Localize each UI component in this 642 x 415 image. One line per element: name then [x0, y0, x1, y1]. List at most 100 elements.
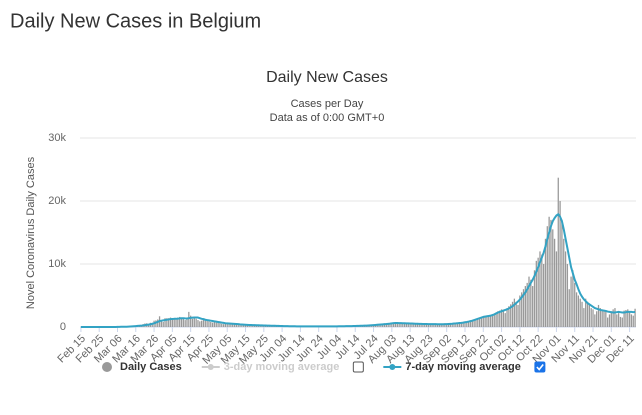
bar	[607, 318, 608, 327]
bar	[506, 308, 507, 327]
bar	[574, 283, 575, 327]
bar	[174, 319, 175, 327]
bar	[183, 319, 184, 327]
bar	[505, 313, 506, 327]
bar	[591, 308, 592, 327]
bar	[532, 286, 533, 327]
bar	[581, 302, 582, 327]
bar	[563, 239, 564, 327]
bar	[583, 308, 584, 327]
bar	[603, 310, 604, 327]
bar	[492, 314, 493, 327]
bar	[570, 277, 571, 327]
bar	[530, 280, 531, 327]
line-series	[81, 214, 635, 327]
bar	[594, 314, 595, 327]
bar	[605, 311, 606, 327]
bar	[587, 302, 588, 327]
bar	[157, 319, 158, 327]
bar	[554, 239, 555, 327]
bar	[217, 323, 218, 327]
bar	[580, 299, 581, 327]
bar	[490, 315, 491, 327]
legend-label: Daily Cases	[120, 361, 182, 373]
bar	[576, 292, 577, 327]
bar	[517, 305, 518, 327]
bar	[219, 323, 220, 327]
y-tick-label: 20k	[48, 195, 66, 207]
bar	[569, 289, 570, 327]
bar	[163, 322, 164, 327]
y-tick-label: 0	[60, 321, 66, 333]
bar	[618, 313, 619, 327]
bar	[514, 299, 515, 327]
bar	[633, 316, 634, 327]
bar	[486, 316, 487, 327]
y-tick-label: 10k	[48, 258, 66, 270]
bar	[572, 270, 573, 327]
bar	[543, 264, 544, 327]
legend-swatch	[208, 364, 214, 370]
bar	[494, 314, 495, 327]
bar	[172, 319, 173, 327]
bar	[223, 324, 224, 327]
bar	[212, 323, 213, 327]
bar	[188, 312, 189, 327]
bar	[556, 251, 557, 327]
bar	[567, 264, 568, 327]
bar	[541, 255, 542, 327]
bar	[558, 178, 559, 327]
bar	[214, 322, 215, 327]
bar	[185, 320, 186, 327]
bar	[565, 251, 566, 327]
bar	[592, 309, 593, 327]
bar	[552, 229, 553, 327]
legend-checkbox[interactable]	[535, 362, 545, 372]
bar	[488, 316, 489, 327]
bar	[629, 312, 630, 327]
bar	[620, 317, 621, 327]
y-tick-label: 30k	[48, 132, 66, 144]
bar	[616, 314, 617, 327]
bar	[194, 318, 195, 327]
bar	[578, 296, 579, 328]
bar	[216, 323, 217, 327]
bar	[203, 319, 204, 327]
legend-checkbox[interactable]	[353, 362, 363, 372]
bar	[589, 305, 590, 327]
bar	[208, 321, 209, 327]
y-axis-label: Novel Coronavirus Daily Cases	[25, 156, 37, 309]
page-heading: Daily New Cases in Belgium	[10, 10, 261, 32]
chart-subtitle: Data as of 0:00 GMT+0	[270, 112, 385, 124]
bar	[550, 220, 551, 327]
bar	[516, 302, 517, 327]
bar	[503, 311, 504, 327]
bar	[545, 239, 546, 327]
bar	[195, 319, 196, 327]
chart-title: Daily New Cases	[266, 69, 388, 86]
legend-label: 3-day moving average	[224, 361, 340, 373]
bar	[201, 321, 202, 327]
bar	[186, 319, 187, 327]
bar	[561, 220, 562, 327]
bar	[622, 318, 623, 327]
bar	[631, 314, 632, 327]
bar	[197, 320, 198, 327]
bar	[611, 311, 612, 327]
bar	[161, 321, 162, 327]
bar	[221, 324, 222, 327]
legend-swatch	[389, 364, 395, 370]
bar	[609, 314, 610, 327]
bar	[614, 308, 615, 327]
bar	[210, 322, 211, 327]
bar	[225, 324, 226, 327]
bar	[192, 319, 193, 327]
legend-swatch	[102, 362, 112, 372]
bar	[596, 311, 597, 327]
bar	[602, 309, 603, 327]
bar	[206, 321, 207, 327]
legend-label: 7-day moving average	[405, 361, 521, 373]
bar	[199, 321, 200, 327]
chart-subtitle: Cases per Day	[291, 98, 364, 110]
